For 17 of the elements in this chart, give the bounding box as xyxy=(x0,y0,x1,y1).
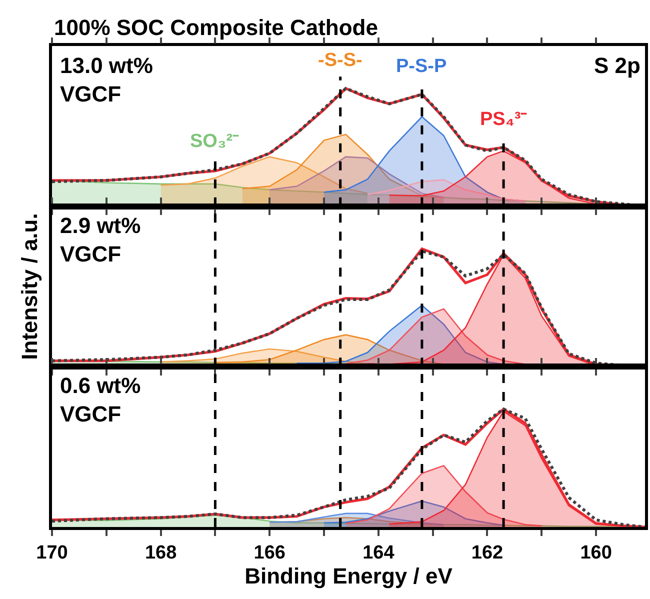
x-tick-label: 170 xyxy=(36,542,68,564)
chart-title: 100% SOC Composite Cathode xyxy=(54,15,378,40)
ref-line-label: -S-S- xyxy=(318,50,362,71)
annotation: 13.0 wt% VGCF xyxy=(60,53,153,107)
x-tick-label: 162 xyxy=(471,542,504,564)
x-tick-label: 168 xyxy=(144,542,177,564)
x-axis-title: Binding Energy / eV xyxy=(244,564,453,589)
annotation: 0.6 wt% VGCF xyxy=(60,373,141,427)
annotation: 2.9 wt% VGCF xyxy=(60,213,141,267)
ref-line-label: SO₃²⁻ xyxy=(190,131,240,152)
x-tick-label: 166 xyxy=(254,542,286,564)
x-tick-label: 160 xyxy=(580,542,612,564)
text: S 2p xyxy=(594,53,640,78)
ref-line-label: P-S-P xyxy=(396,56,447,77)
x-tick-label: 164 xyxy=(362,542,395,564)
ref-line-label: PS₄³⁻ xyxy=(480,109,528,130)
y-axis-title: Intensity / a.u. xyxy=(17,213,42,360)
